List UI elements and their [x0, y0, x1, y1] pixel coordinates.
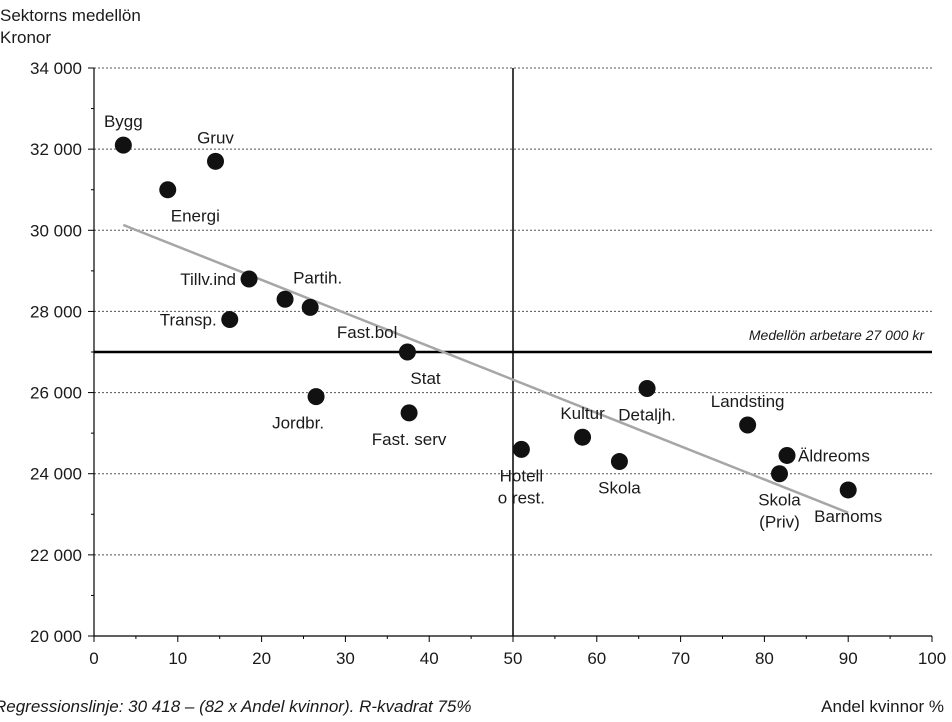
data-label: Stat: [410, 369, 441, 388]
data-label-line: Bygg: [104, 112, 143, 131]
data-label-line: o rest.: [498, 488, 545, 507]
data-label-line: Stat: [410, 369, 441, 388]
reference-line-label: Medellön arbetare 27 000 kr: [749, 327, 925, 343]
data-point: [240, 270, 258, 288]
y-tick-label: 28 000: [30, 302, 82, 321]
x-tick-label: 70: [671, 649, 690, 668]
data-label: Partih.: [293, 268, 342, 287]
data-label-line: (Priv): [759, 513, 800, 532]
data-label: Bygg: [104, 112, 143, 131]
y-tick-label: 30 000: [30, 221, 82, 240]
data-label: Fast.bol: [337, 323, 397, 342]
data-point: [739, 416, 757, 434]
y-tick-label: 32 000: [30, 140, 82, 159]
data-point: [207, 152, 225, 170]
y-axis-title-line1: Sektorns medellön: [0, 6, 141, 25]
data-label-line: Fast.bol: [337, 323, 397, 342]
data-point: [610, 453, 628, 471]
data-point: [276, 290, 294, 308]
x-tick-label: 90: [839, 649, 858, 668]
data-point: [839, 481, 857, 499]
y-tick-label: 20 000: [30, 627, 82, 646]
data-point: [159, 181, 177, 199]
data-point: [301, 298, 319, 316]
data-label-line: Gruv: [197, 128, 234, 147]
data-label: Skola (Priv): [758, 491, 801, 532]
data-label: Landsting: [711, 392, 785, 411]
data-point: [114, 136, 132, 154]
data-label: Barnoms: [814, 507, 882, 526]
y-tick-label: 24 000: [30, 465, 82, 484]
data-label-line: Barnoms: [814, 507, 882, 526]
data-label: Äldreoms: [798, 446, 870, 465]
regression-line: [122, 223, 849, 514]
x-axis-title: Andel kvinnor %: [821, 697, 944, 716]
data-label-line: Äldreoms: [798, 446, 870, 465]
data-point: [221, 311, 239, 329]
data-label-line: Detaljh.: [618, 406, 676, 425]
x-tick-label: 10: [168, 649, 187, 668]
data-label: Tillv.ind: [180, 270, 236, 289]
regression-note: Regressionslinje: 30 418 – (82 x Andel k…: [0, 697, 472, 716]
data-label-line: Energi: [171, 207, 220, 226]
data-label-line: Partih.: [293, 268, 342, 287]
data-point: [400, 404, 418, 422]
data-point: [574, 428, 592, 446]
data-point: [638, 380, 656, 398]
x-tick-label: 50: [504, 649, 523, 668]
data-label: Energi: [171, 207, 220, 226]
data-label-line: Landsting: [711, 392, 785, 411]
y-tick-label: 26 000: [30, 384, 82, 403]
data-point: [398, 343, 416, 361]
y-tick-label: 34 000: [30, 59, 82, 78]
data-label-line: Transp.: [160, 311, 217, 330]
x-tick-label: 20: [252, 649, 271, 668]
x-tick-label: 40: [420, 649, 439, 668]
data-label: Skola: [598, 479, 641, 498]
data-label-line: Skola: [758, 491, 801, 510]
data-label-line: Hotell: [500, 466, 543, 485]
data-label-line: Fast. serv: [372, 430, 447, 449]
data-label: Detaljh.: [618, 406, 676, 425]
data-point: [778, 446, 796, 464]
x-tick-label: 80: [755, 649, 774, 668]
data-label: Gruv: [197, 128, 234, 147]
data-label-line: Kultur: [560, 404, 605, 423]
data-label-line: Jordbr.: [272, 414, 324, 433]
x-tick-label: 30: [336, 649, 355, 668]
data-label-line: Skola: [598, 479, 641, 498]
y-tick-label: 22 000: [30, 546, 82, 565]
x-tick-label: 60: [587, 649, 606, 668]
data-point: [770, 465, 788, 483]
data-point: [512, 440, 530, 458]
data-label-line: Tillv.ind: [180, 270, 236, 289]
data-label: Kultur: [560, 404, 605, 423]
data-label: Hotell o rest.: [498, 466, 545, 507]
x-tick-label: 100: [918, 649, 946, 668]
y-axis-title-line2: Kronor: [0, 28, 52, 47]
x-tick-label: 0: [89, 649, 98, 668]
data-label: Transp.: [160, 311, 217, 330]
data-label: Fast. serv: [372, 430, 447, 449]
data-label: Jordbr.: [272, 414, 324, 433]
data-point: [307, 388, 325, 406]
